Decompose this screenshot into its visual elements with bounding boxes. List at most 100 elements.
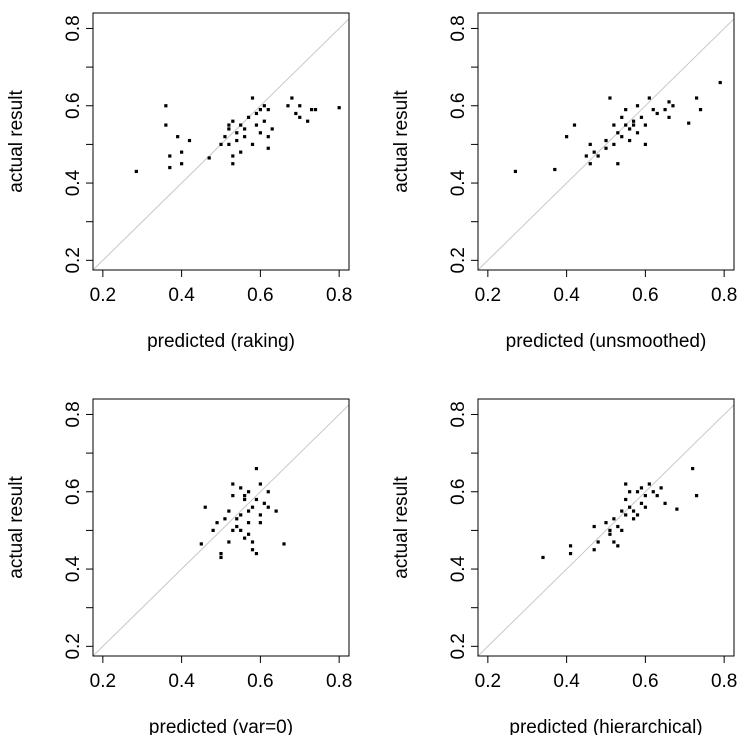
point (604, 138, 608, 143)
point (258, 131, 262, 135)
point (239, 486, 243, 490)
point (168, 165, 172, 170)
point (227, 509, 231, 513)
point (624, 123, 628, 127)
point (258, 521, 262, 525)
point (624, 513, 628, 517)
point (691, 466, 695, 471)
y-tick-label: 0.2 (63, 247, 84, 273)
point (262, 104, 266, 108)
point (553, 167, 557, 172)
diagonal (478, 404, 734, 656)
point (266, 108, 270, 112)
point (231, 154, 235, 158)
point (254, 466, 259, 471)
point (294, 111, 298, 116)
point (219, 142, 223, 146)
point (635, 490, 640, 494)
point (235, 138, 239, 143)
point (231, 119, 235, 123)
point (227, 540, 231, 544)
point (616, 524, 620, 529)
point (223, 135, 227, 139)
y-tick-label: 0.6 (63, 93, 84, 119)
point (250, 505, 255, 509)
point (608, 96, 612, 100)
point (227, 142, 231, 146)
point (227, 123, 231, 127)
x-axis-label: predicted (raking) (147, 331, 295, 352)
point (667, 115, 671, 119)
point (274, 509, 278, 513)
point (628, 505, 632, 509)
point (663, 108, 667, 112)
point (616, 131, 620, 135)
point (176, 135, 180, 139)
x-tick-label: 0.2 (90, 285, 116, 306)
y-tick-label: 0.2 (448, 633, 469, 659)
x-tick-label: 0.6 (632, 285, 658, 306)
point (239, 528, 243, 532)
point (290, 96, 294, 100)
point (227, 127, 231, 131)
y-tick-label: 0.6 (448, 479, 469, 505)
point (568, 544, 573, 548)
point (596, 540, 600, 544)
point (246, 532, 251, 536)
point (199, 542, 203, 546)
point (612, 517, 616, 521)
point (565, 135, 569, 139)
point (687, 121, 691, 125)
point (203, 505, 207, 509)
y-axis-label: actual result (391, 90, 412, 193)
panel: 0.2 0.4 0.6 0.8 0.2 0.4 0.6 0.8 predicted (unsmo… (391, 12, 737, 352)
point (694, 494, 699, 498)
point (235, 131, 239, 135)
x-tick-label: 0.4 (168, 285, 195, 306)
y-axis-label: actual result (6, 476, 27, 579)
point (612, 142, 616, 146)
y-tick-label: 0.8 (63, 15, 84, 41)
x-tick-label: 0.8 (711, 671, 737, 692)
plot-box (92, 398, 350, 657)
point (643, 505, 647, 509)
point (631, 517, 636, 521)
point (231, 482, 235, 486)
point (718, 80, 722, 85)
point (250, 548, 255, 552)
point (584, 154, 588, 158)
point (635, 131, 640, 135)
point (631, 119, 636, 123)
point (243, 494, 247, 498)
y-tick-label: 0.4 (448, 169, 469, 196)
y-axis-label: actual result (6, 90, 27, 193)
point (231, 494, 235, 498)
point (628, 127, 632, 131)
x-tick-label: 0.6 (247, 285, 273, 306)
x-tick-label: 0.4 (168, 671, 195, 692)
y-tick-label: 0.4 (63, 169, 84, 196)
point (604, 521, 608, 525)
point (667, 100, 671, 104)
point (604, 146, 608, 150)
point (568, 551, 573, 556)
point (231, 528, 235, 532)
point (239, 123, 243, 127)
point (286, 104, 290, 108)
point (246, 490, 251, 494)
point (620, 528, 624, 532)
point (639, 501, 644, 505)
point (608, 528, 612, 532)
panel: 0.2 0.4 0.6 0.8 0.2 0.4 0.6 0.8 predicted (rakin… (6, 12, 352, 352)
point (298, 115, 302, 119)
point (663, 501, 667, 505)
point (608, 532, 612, 536)
point (639, 115, 644, 119)
point (246, 115, 251, 119)
point (592, 150, 596, 154)
x-tick-label: 0.8 (711, 285, 737, 306)
x-tick-label: 0.2 (475, 285, 501, 306)
x-axis-label: predicted (hierarchical) (509, 717, 702, 735)
point (258, 482, 262, 486)
